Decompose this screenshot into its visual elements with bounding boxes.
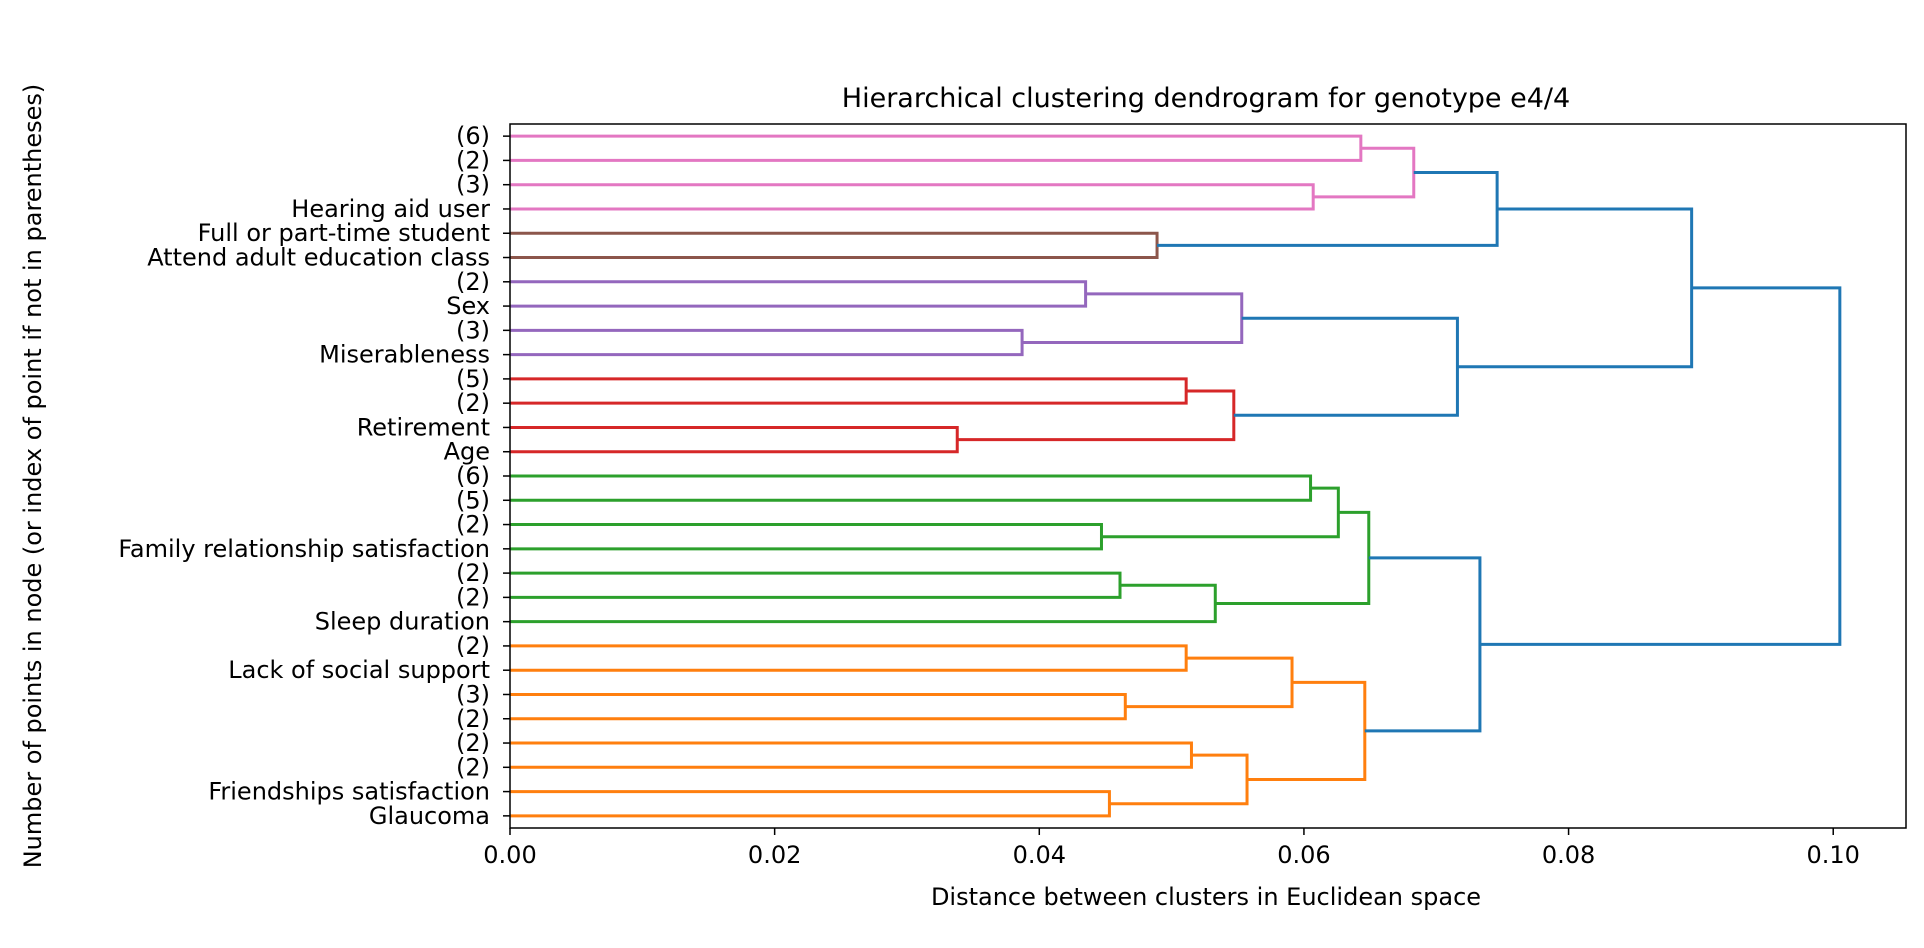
leaf-label: Glaucoma	[369, 802, 490, 830]
dendrogram-link-12	[1457, 207, 1694, 369]
dendrogram-link-26	[1364, 556, 1482, 733]
x-tick-label: 0.10	[1807, 841, 1860, 869]
leaf-label: (2)	[456, 729, 490, 757]
leaf-label: (2)	[456, 146, 490, 174]
dendrogram-link-19	[510, 644, 1188, 672]
leaf-label: Sleep duration	[315, 608, 490, 636]
x-tick-label: 0.04	[1013, 841, 1066, 869]
x-axis-label: Distance between clusters in Euclidean s…	[931, 883, 1481, 911]
leaf-label: (5)	[456, 365, 490, 393]
leaf-label: (2)	[456, 632, 490, 660]
dendrogram-link-6	[510, 328, 1024, 357]
dendrogram-link-22	[510, 741, 1193, 769]
leaf-label: Age	[444, 438, 490, 466]
leaf-label: Sex	[446, 292, 490, 320]
leaf-label: Hearing aid user	[291, 195, 490, 223]
dendrogram-link-20	[510, 692, 1127, 721]
leaf-label: Lack of social support	[228, 656, 490, 684]
dendrogram-link-14	[510, 523, 1103, 551]
dendrogram-link-17	[510, 583, 1217, 624]
dendrogram-link-27	[1479, 286, 1842, 646]
leaf-label: Friendships satisfaction	[208, 778, 490, 806]
dendrogram-link-3	[510, 231, 1159, 260]
y-axis-label: Number of points in node (or index of po…	[19, 84, 47, 869]
dendrogram-links	[510, 134, 1842, 818]
dendrogram-link-21	[1125, 656, 1294, 709]
dendrogram-link-9	[510, 425, 959, 454]
leaf-label: (6)	[456, 462, 490, 490]
leaf-label: (2)	[456, 268, 490, 296]
leaf-label: Retirement	[357, 413, 490, 441]
dendrogram-link-13	[510, 474, 1313, 502]
dendrogram-link-8	[510, 377, 1188, 405]
dendrogram-link-10	[957, 389, 1236, 442]
leaf-label: (2)	[456, 705, 490, 733]
dendrogram-link-15	[1101, 486, 1340, 539]
chart-title: Hierarchical clustering dendrogram for g…	[842, 83, 1570, 114]
dendrogram-link-5	[510, 280, 1088, 308]
x-tick-label: 0.06	[1277, 841, 1330, 869]
dendrogram-link-0	[510, 134, 1363, 162]
leaf-label: (5)	[456, 486, 490, 514]
leaf-label: (3)	[456, 316, 490, 344]
leaf-label: (2)	[456, 583, 490, 611]
leaf-label: (2)	[456, 389, 490, 417]
dendrogram-link-1	[510, 183, 1315, 211]
leaf-label: Miserableness	[319, 341, 490, 369]
dendrogram-link-16	[510, 571, 1122, 599]
leaf-label: (3)	[456, 680, 490, 708]
leaf-label: (3)	[456, 171, 490, 199]
leaf-label: Family relationship satisfaction	[118, 535, 490, 563]
x-tick-label: 0.02	[748, 841, 801, 869]
leaf-label: Attend adult education class	[147, 244, 490, 272]
dendrogram-link-18	[1215, 510, 1371, 605]
dendrogram-link-23	[510, 790, 1111, 818]
x-axis-ticks: 0.00 0.02 0.04 0.06 0.08 0.10	[483, 828, 1860, 869]
dendrogram-link-24	[1109, 753, 1249, 806]
dendrogram-link-11	[1233, 316, 1459, 417]
leaf-label: (2)	[456, 559, 490, 587]
leaf-label: (2)	[456, 753, 490, 781]
dendrogram-link-25	[1247, 680, 1367, 781]
x-tick-label: 0.08	[1542, 841, 1595, 869]
dendrogram-link-2	[1313, 146, 1416, 199]
dendrogram-link-7	[1022, 292, 1244, 344]
x-tick-label: 0.00	[483, 841, 536, 869]
leaf-label: Full or part-time student	[198, 219, 490, 247]
leaf-label: (6)	[456, 122, 490, 150]
leaf-label: (2)	[456, 511, 490, 539]
dendrogram-link-4	[1157, 171, 1499, 247]
